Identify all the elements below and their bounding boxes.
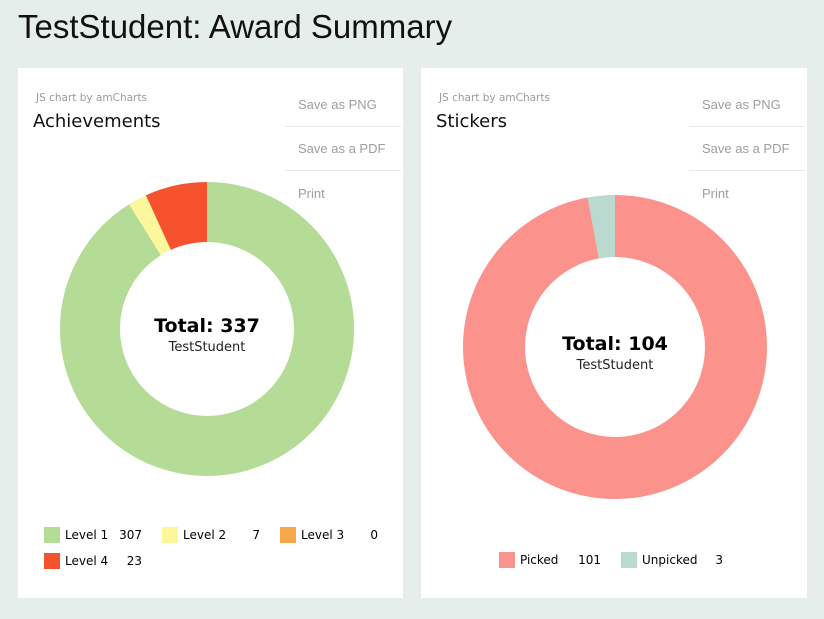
legend-label: Unpicked	[642, 553, 698, 567]
export-menu: Save as PNG Save as a PDF Print	[285, 83, 401, 215]
legend-label: Picked	[520, 553, 559, 567]
legend-value: 0	[370, 528, 378, 542]
legend-swatch-unpicked	[621, 552, 637, 568]
legend-item-unpicked[interactable]: Unpicked 3	[621, 552, 737, 568]
donut-slice-level-1[interactable]	[60, 182, 354, 476]
print-button[interactable]: Print	[298, 185, 325, 201]
legend-item-picked[interactable]: Picked 101	[499, 552, 615, 568]
legend-swatch-level-3	[280, 527, 296, 543]
legend-label: Level 3	[301, 528, 345, 542]
chart-title-achievements: Achievements	[33, 111, 161, 132]
legend-item-level-1[interactable]: Level 1 307	[44, 527, 156, 543]
legend-swatch-level-2	[162, 527, 178, 543]
achievements-chart-card: JS chart by amCharts Achievements Save a…	[18, 68, 403, 598]
export-menu: Save as PNG Save as a PDF Print	[689, 83, 805, 215]
save-as-pdf-button[interactable]: Save as a PDF	[285, 127, 401, 171]
legend-label: Level 4	[65, 554, 109, 568]
legend-label: Level 2	[183, 528, 227, 542]
donut-slice-picked[interactable]	[463, 195, 767, 499]
save-as-pdf-button[interactable]: Save as a PDF	[689, 127, 805, 171]
chart-title-stickers: Stickers	[436, 111, 508, 132]
donut-slice-level-4[interactable]	[52, 174, 362, 484]
legend-swatch-level-1	[44, 527, 60, 543]
legend-value: 23	[126, 554, 142, 568]
amcharts-attribution-link[interactable]: JS chart by amCharts	[439, 92, 550, 104]
print-button[interactable]: Print	[702, 185, 729, 201]
stickers-donut-chart	[463, 195, 767, 499]
stickers-legend: Picked 101 Unpicked 3	[499, 552, 749, 568]
legend-value: 101	[578, 553, 601, 567]
achievements-legend: Level 1 307 Level 2 7 Level 3 0 Level 4 23	[44, 527, 396, 569]
legend-item-level-2[interactable]: Level 2 7	[162, 527, 274, 543]
donut-slice-level-2[interactable]	[46, 168, 369, 491]
page-title: TestStudent: Award Summary	[18, 8, 453, 45]
stickers-chart-card: JS chart by amCharts Stickers Save as PN…	[421, 68, 807, 598]
legend-swatch-level-4	[44, 553, 60, 569]
legend-value: 7	[252, 528, 260, 542]
donut-slice-unpicked[interactable]	[463, 195, 767, 499]
legend-swatch-picked	[499, 552, 515, 568]
save-as-png-button[interactable]: Save as PNG	[689, 83, 805, 127]
legend-item-level-3[interactable]: Level 3 0	[280, 527, 392, 543]
save-as-png-button[interactable]: Save as PNG	[285, 83, 401, 127]
amcharts-attribution-link[interactable]: JS chart by amCharts	[36, 92, 147, 104]
legend-value: 307	[119, 528, 142, 542]
legend-item-level-4[interactable]: Level 4 23	[44, 553, 156, 569]
achievements-donut-chart	[46, 168, 369, 491]
legend-value: 3	[715, 553, 723, 567]
legend-label: Level 1	[65, 528, 109, 542]
